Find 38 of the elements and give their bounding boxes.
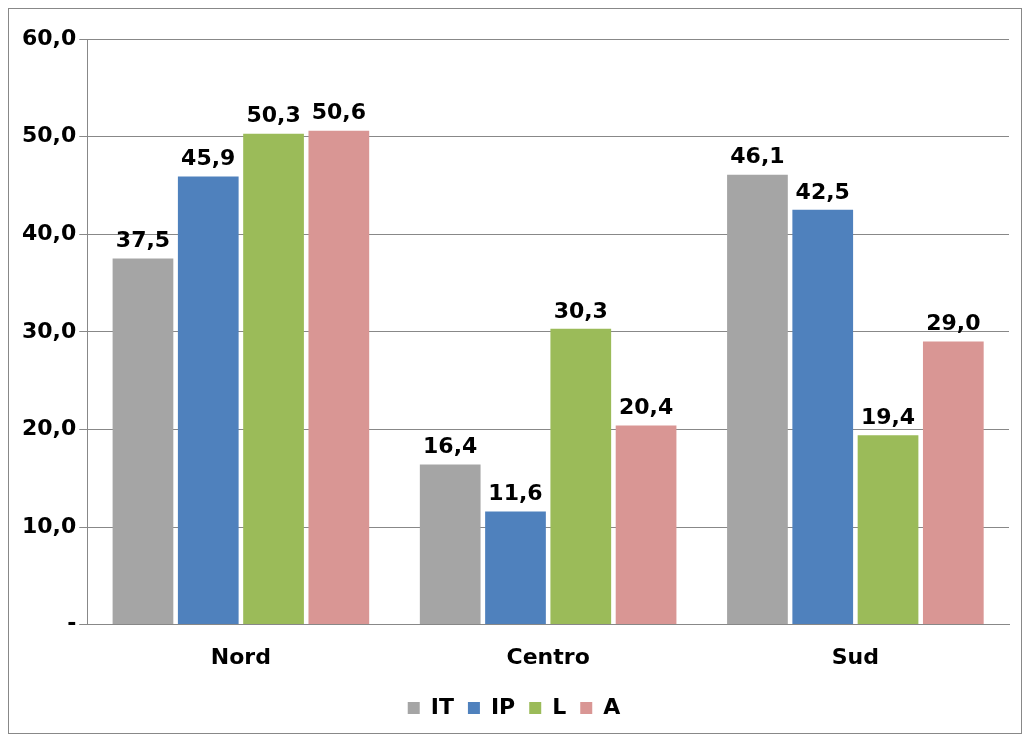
x-tick-label: Centro	[506, 643, 590, 669]
legend-label: IT	[430, 693, 454, 719]
bar	[243, 133, 304, 625]
y-tick-label: -	[67, 610, 77, 636]
bar	[550, 328, 612, 625]
data-label: 30,3	[553, 297, 608, 323]
bar	[112, 258, 174, 625]
y-tick-label: 30,0	[22, 317, 77, 343]
y-tick-label: 50,0	[22, 122, 77, 148]
data-label: 42,5	[795, 178, 850, 204]
y-tick-label: 10,0	[22, 512, 77, 538]
bar	[615, 425, 677, 625]
bar	[922, 341, 984, 625]
y-tick-label: 60,0	[22, 24, 77, 50]
bar	[727, 174, 788, 625]
legend-label: IP	[490, 693, 516, 719]
bar	[177, 176, 239, 625]
bar	[857, 435, 919, 625]
data-label: 20,4	[618, 394, 674, 420]
bar	[419, 464, 481, 625]
data-label: 50,6	[311, 99, 366, 125]
x-tick-label: Nord	[210, 643, 271, 669]
y-tick-label: 40,0	[22, 219, 77, 245]
bar	[485, 511, 546, 625]
data-label: 45,9	[181, 145, 236, 171]
bar	[308, 130, 370, 625]
data-label: 50,3	[246, 102, 301, 128]
bar	[792, 209, 854, 625]
data-label: 19,4	[860, 403, 916, 429]
data-label: 46,1	[730, 143, 785, 169]
data-label: 37,5	[115, 227, 171, 253]
legend-label: L	[552, 693, 567, 719]
y-tick-label: 20,0	[22, 415, 77, 441]
x-tick-label: Sud	[831, 643, 880, 669]
legend-label: A	[603, 693, 621, 719]
data-label: 16,4	[423, 433, 478, 459]
data-label: 29,0	[926, 310, 981, 336]
data-label: 11,6	[488, 480, 543, 506]
